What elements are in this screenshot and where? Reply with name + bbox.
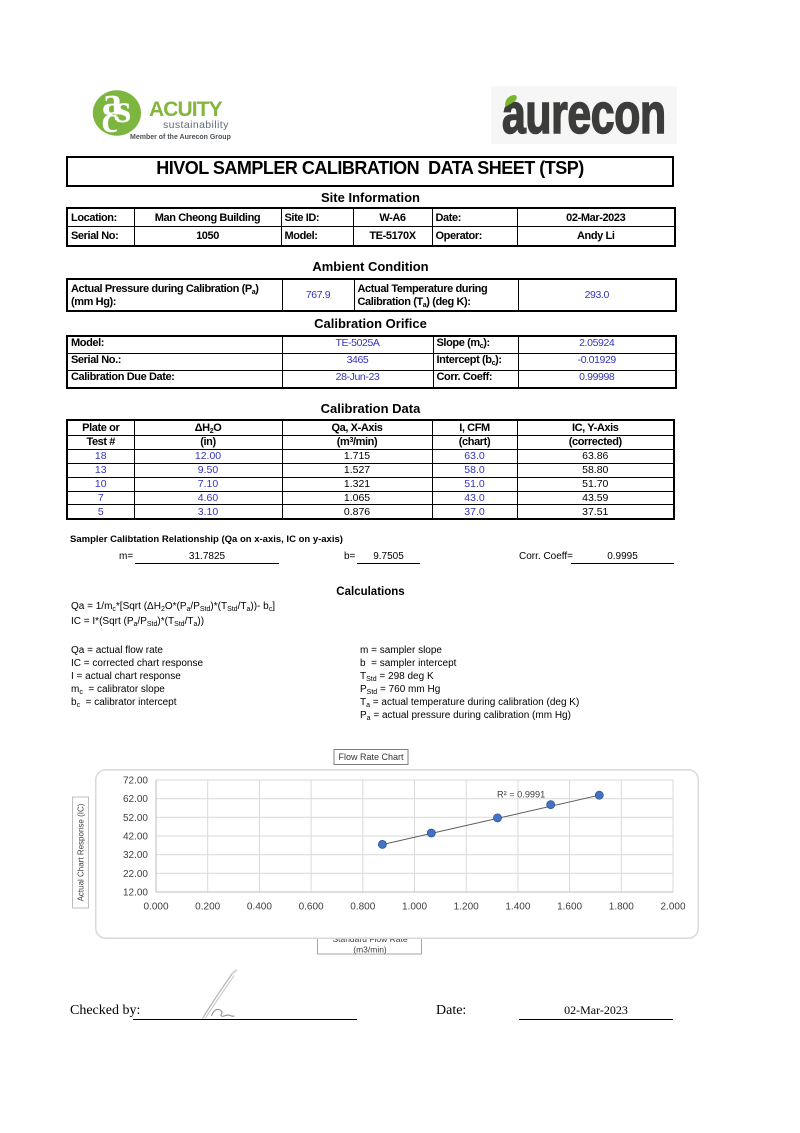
svg-text:0.000: 0.000	[143, 902, 168, 913]
svg-text:0.800: 0.800	[350, 902, 375, 913]
svg-text:c: c	[102, 100, 118, 141]
svg-text:12.00: 12.00	[123, 888, 148, 899]
svg-text:R² = 0.9991: R² = 0.9991	[497, 790, 545, 800]
svg-text:0.600: 0.600	[299, 902, 324, 913]
svg-text:1.600: 1.600	[557, 902, 582, 913]
svg-text:22.00: 22.00	[123, 869, 148, 880]
svg-text:a: a	[102, 80, 122, 124]
svg-text:42.00: 42.00	[123, 832, 148, 843]
svg-text:1.800: 1.800	[609, 902, 634, 913]
svg-text:52.00: 52.00	[123, 813, 148, 824]
svg-text:32.00: 32.00	[123, 850, 148, 861]
svg-text:2.000: 2.000	[660, 902, 685, 913]
svg-text:72.00: 72.00	[123, 776, 148, 787]
svg-text:(m3/min): (m3/min)	[353, 945, 387, 955]
svg-text:Actual Chart Response (IC): Actual Chart Response (IC)	[77, 803, 86, 901]
svg-text:1.200: 1.200	[454, 902, 479, 913]
svg-text:62.00: 62.00	[123, 794, 148, 805]
svg-text:0.400: 0.400	[247, 902, 272, 913]
svg-text:1.400: 1.400	[505, 902, 530, 913]
svg-text:s: s	[116, 86, 132, 131]
svg-text:1.000: 1.000	[402, 902, 427, 913]
svg-text:0.200: 0.200	[195, 902, 220, 913]
svg-text:Flow Rate Chart: Flow Rate Chart	[338, 752, 404, 762]
